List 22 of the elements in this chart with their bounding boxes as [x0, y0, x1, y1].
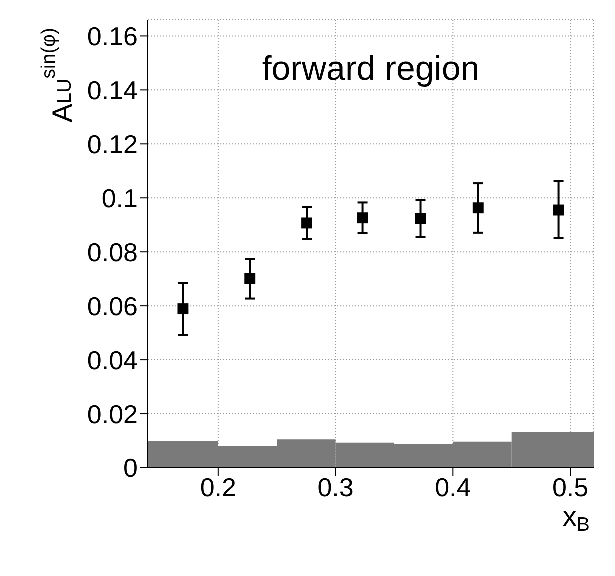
- point: [472, 202, 484, 214]
- y-tick-label: 0.1: [102, 183, 138, 214]
- x-tick-label: 0.4: [435, 472, 472, 502]
- x-tick-label: 0.5: [552, 472, 589, 502]
- point: [357, 212, 368, 224]
- y-tick-label: 0.06: [87, 291, 138, 322]
- x-tick-label: 0.2: [200, 472, 236, 502]
- point: [302, 218, 313, 229]
- y-tick-label: 0.12: [87, 129, 138, 160]
- y-tick-label: 0.08: [87, 237, 138, 268]
- point: [244, 273, 256, 284]
- x-axis-title: x$_{B}$: [562, 501, 590, 536]
- point: [553, 204, 564, 216]
- y-tick-label: 0.16: [87, 21, 138, 52]
- y-tick-label: 0.02: [87, 399, 138, 430]
- annotation: forward region: [261, 50, 481, 89]
- x-tick-label: 0.3: [318, 472, 354, 502]
- y-tick-label: 0: [124, 453, 138, 484]
- y-tick-label: 0.14: [87, 75, 138, 106]
- point: [415, 213, 426, 224]
- y-tick-label: 0.04: [87, 345, 138, 376]
- point: [178, 304, 189, 315]
